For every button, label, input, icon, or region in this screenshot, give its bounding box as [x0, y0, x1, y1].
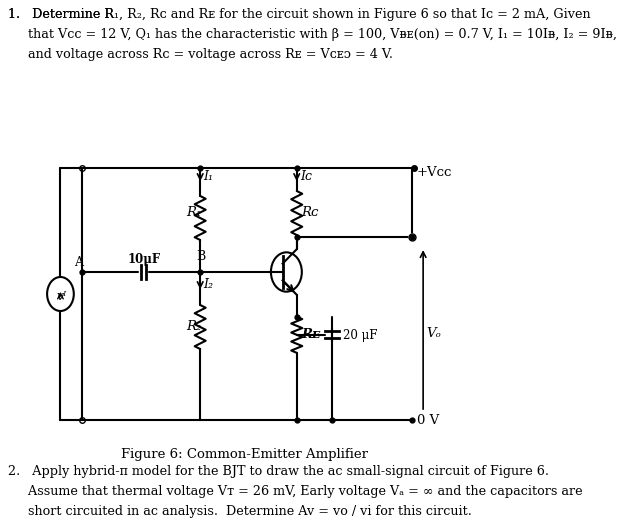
- Text: +Vᴄᴄ: +Vᴄᴄ: [417, 167, 452, 180]
- Text: I₁: I₁: [203, 171, 213, 183]
- Text: vᴵ: vᴵ: [56, 290, 67, 304]
- Text: Figure 6: Common-Emitter Amplifier: Figure 6: Common-Emitter Amplifier: [121, 448, 368, 461]
- Text: A: A: [75, 256, 83, 268]
- Text: I₂: I₂: [203, 278, 213, 291]
- Text: 2.   Apply hybrid-π model for the BJT to draw the ac small-signal circuit of Fig: 2. Apply hybrid-π model for the BJT to d…: [8, 465, 549, 478]
- Text: 1.   Determine R₁, R₂, Rᴄ and Rᴇ for the circuit shown in Figure 6 so that Iᴄ = : 1. Determine R₁, R₂, Rᴄ and Rᴇ for the c…: [8, 8, 591, 21]
- Text: that Vcc = 12 V, Q₁ has the characteristic with β = 100, Vᴃᴇ(on) = 0.7 V, I₁ = 1: that Vcc = 12 V, Q₁ has the characterist…: [8, 28, 617, 41]
- Text: Assume that thermal voltage Vᴛ = 26 mV, Early voltage Vₐ = ∞ and the capacitors : Assume that thermal voltage Vᴛ = 26 mV, …: [8, 485, 583, 498]
- Text: 1.   Determine R: 1. Determine R: [8, 8, 114, 21]
- Text: Iᴄ: Iᴄ: [300, 171, 312, 183]
- Text: short circuited in ac analysis.  Determine Av = vo / vi for this circuit.: short circuited in ac analysis. Determin…: [8, 505, 472, 518]
- Text: Vₒ: Vₒ: [426, 327, 441, 340]
- Text: R₁: R₁: [186, 207, 201, 220]
- Text: 0 V: 0 V: [417, 415, 439, 427]
- Text: R₂: R₂: [186, 320, 201, 334]
- Text: Rᴄ: Rᴄ: [302, 207, 319, 220]
- Text: 10μF: 10μF: [127, 252, 160, 266]
- Text: Rᴇ: Rᴇ: [302, 328, 321, 341]
- Text: B: B: [196, 249, 206, 262]
- Text: 20 μF: 20 μF: [343, 329, 378, 343]
- Text: and voltage across Rᴄ = voltage across Rᴇ = Vᴄᴇᴐ = 4 V.: and voltage across Rᴄ = voltage across R…: [8, 48, 393, 61]
